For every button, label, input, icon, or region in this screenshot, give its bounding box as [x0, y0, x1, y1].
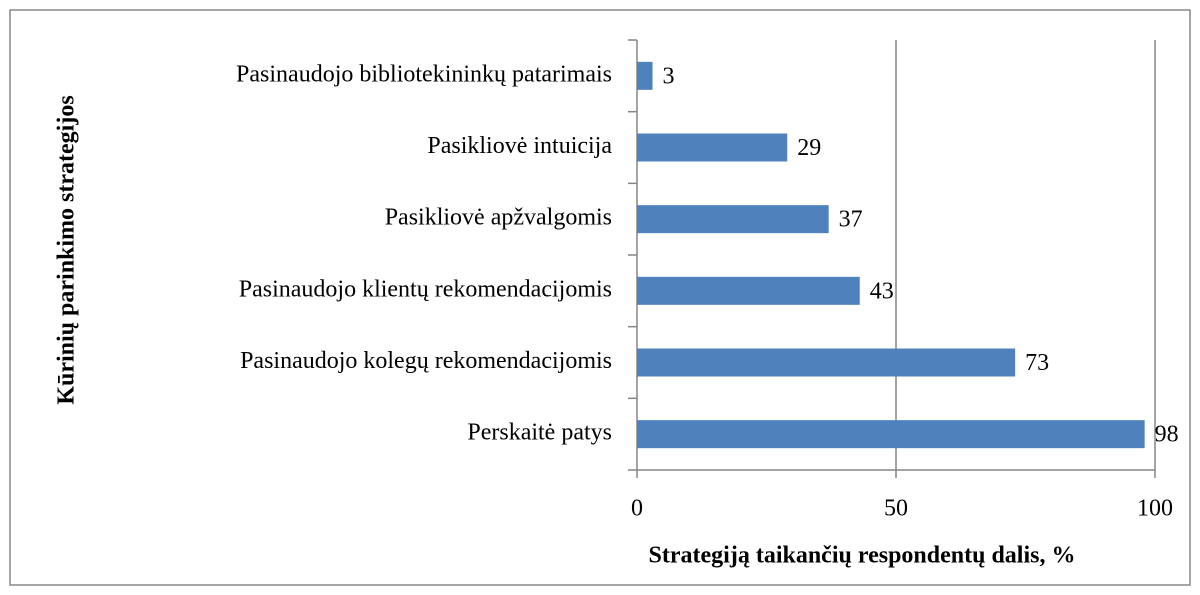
- data-label: 3: [663, 63, 675, 89]
- y-tick-label: Perskaitė patys: [467, 420, 612, 446]
- x-tick-label: 0: [631, 496, 643, 522]
- data-label: 98: [1155, 422, 1179, 448]
- bar: [637, 133, 788, 162]
- bar: [637, 276, 860, 305]
- bar: [637, 348, 1016, 377]
- y-tick-label: Pasinaudojo kolegų rekomendacijomis: [240, 348, 612, 374]
- bar: [637, 61, 653, 90]
- bar: [637, 205, 829, 234]
- y-tick-label: Pasinaudojo klientų rekomendacijomis: [239, 276, 612, 302]
- data-label: 73: [1025, 350, 1049, 376]
- y-tick-label: Pasinaudojo bibliotekininkų patarimais: [236, 61, 612, 87]
- data-label: 37: [839, 207, 863, 233]
- y-tick-label: Pasikliovė apžvalgomis: [385, 205, 612, 231]
- x-tick-label: 50: [884, 496, 908, 522]
- x-axis-title: Strategiją taikančių respondentų dalis, …: [649, 543, 1076, 569]
- data-label: 43: [870, 278, 894, 304]
- y-axis-title: Kūrinių parinkimo strategijos: [54, 95, 80, 404]
- bar: [637, 420, 1145, 449]
- x-tick-label: 100: [1137, 496, 1173, 522]
- y-tick-label: Pasikliovė intuicija: [427, 133, 612, 159]
- chart-frame: [9, 9, 1191, 586]
- data-label: 29: [797, 135, 821, 161]
